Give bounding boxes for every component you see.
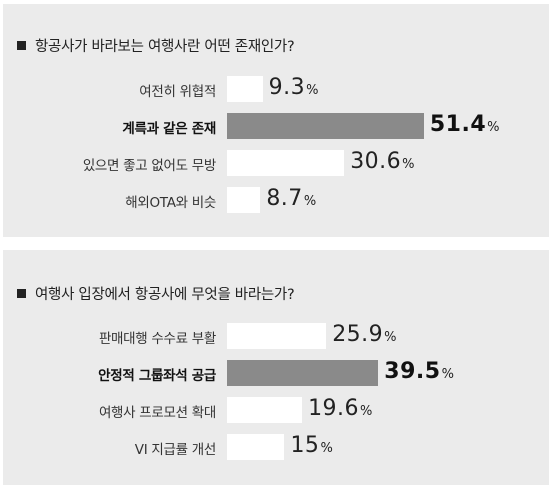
bar xyxy=(227,323,327,349)
category-label: 여행사 프로모션 확대 xyxy=(98,405,216,421)
percent-unit: % xyxy=(402,157,415,172)
value-label: 15% xyxy=(290,433,332,458)
value-label: 25.9% xyxy=(332,322,396,347)
category-label: 계륵과 같은 존재 xyxy=(122,121,216,137)
chart-2-bars: 판매대행 수수료 부활 25.9% 안정적 그룹좌석 공급 39.5% 여행사 프로모션… xyxy=(3,250,549,485)
value-label: 51.4% xyxy=(430,112,500,137)
chart-panel-2: 여행사 입장에서 항공사에 무엇을 바라는가? 판매대행 수수료 부활 25.9%… xyxy=(3,250,549,485)
bar xyxy=(227,360,379,386)
value-number: 19.6 xyxy=(308,396,360,421)
value-number: 9.3 xyxy=(268,75,306,100)
chart-2-title: 여행사 입장에서 항공사에 무엇을 바라는가? xyxy=(35,287,295,303)
percent-unit: % xyxy=(303,194,317,209)
value-label: 9.3% xyxy=(269,75,319,100)
bar xyxy=(227,113,424,139)
chart-panel-1: 항공사가 바라보는 여행사란 어떤 존재인가? 여전히 위협적 9.3% 계륵과 같… xyxy=(3,4,549,237)
value-number: 39.5 xyxy=(384,359,441,384)
bar xyxy=(227,397,303,423)
value-number: 25.9 xyxy=(332,322,384,347)
value-number: 51.4 xyxy=(429,112,487,137)
value-label: 8.7% xyxy=(266,186,316,211)
value-label: 39.5% xyxy=(384,359,454,384)
category-label: 있으면 좋고 없어도 무방 xyxy=(82,158,216,174)
percent-unit: % xyxy=(320,441,333,456)
category-label: 판매대행 수수료 부활 xyxy=(98,331,216,347)
category-label: 해외OTA와 비슷 xyxy=(125,195,216,211)
value-number: 15 xyxy=(290,433,320,458)
chart-2-title-row: 여행사 입장에서 항공사에 무엇을 바라는가? xyxy=(17,283,295,304)
bar xyxy=(227,150,345,176)
percent-unit: % xyxy=(384,330,397,345)
chart-1-title: 항공사가 바라보는 여행사란 어떤 존재인가? xyxy=(35,39,295,55)
value-label: 19.6% xyxy=(308,396,372,421)
chart-1-title-row: 항공사가 바라보는 여행사란 어떤 존재인가? xyxy=(17,35,295,56)
square-bullet-icon xyxy=(17,41,26,50)
bar xyxy=(227,76,263,102)
value-label: 30.6% xyxy=(350,149,414,174)
percent-unit: % xyxy=(441,367,454,382)
value-number: 30.6 xyxy=(350,149,402,174)
percent-unit: % xyxy=(306,83,319,98)
square-bullet-icon xyxy=(17,289,26,298)
percent-unit: % xyxy=(360,404,373,419)
category-label: 여전히 위협적 xyxy=(139,84,216,100)
category-label: 안정적 그룹좌석 공급 xyxy=(98,368,216,384)
bar xyxy=(227,187,261,213)
percent-unit: % xyxy=(487,120,500,135)
value-number: 8.7 xyxy=(266,186,303,211)
chart-1-bars: 여전히 위협적 9.3% 계륵과 같은 존재 51.4% 있으면 좋고 없어도 무방 30… xyxy=(3,4,549,237)
category-label: VI 지급률 개선 xyxy=(134,442,217,458)
bar xyxy=(227,434,285,460)
